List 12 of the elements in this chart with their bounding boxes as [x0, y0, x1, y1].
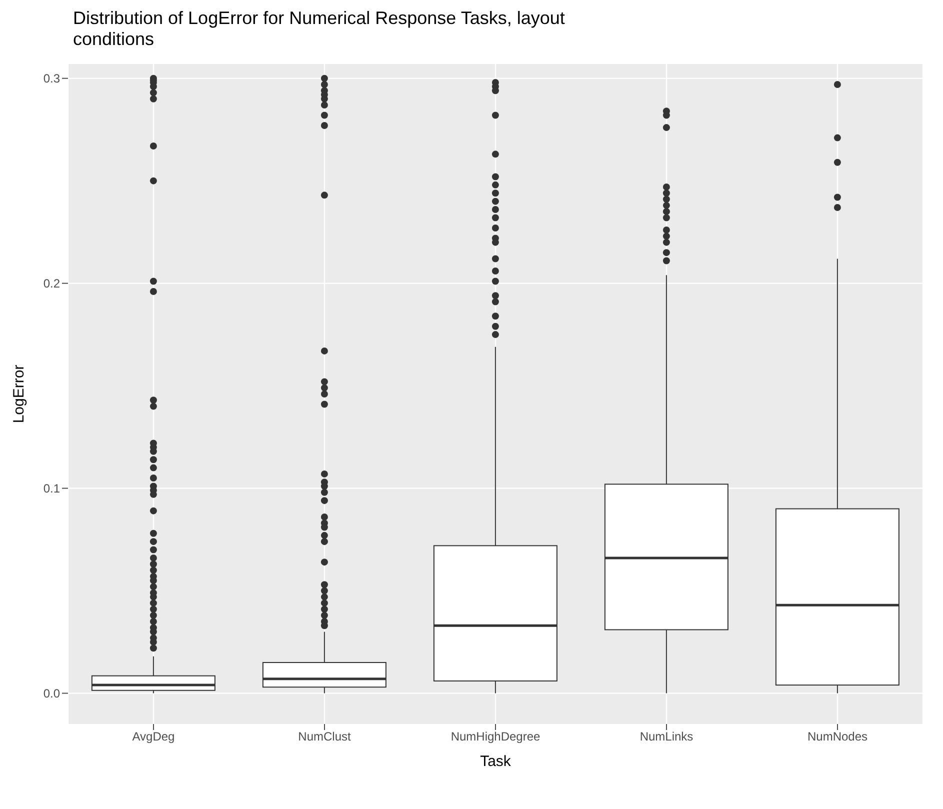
y-tick-label: 0.3: [43, 72, 60, 86]
x-tick-label: NumLinks: [640, 730, 694, 744]
x-tick-label: NumNodes: [807, 730, 868, 744]
x-tick-label: NumHighDegree: [450, 730, 541, 744]
y-axis-title: LogError: [10, 364, 28, 424]
y-tick-label: 0.2: [43, 276, 60, 291]
x-axis-title: Task: [480, 753, 512, 770]
y-tick-label: 0.0: [43, 686, 60, 701]
chart-title: Distribution of LogError for Numerical Response Tasks, layout conditions: [73, 8, 566, 50]
x-tick-label: AvgDeg: [132, 730, 175, 744]
x-tick-label: NumClust: [298, 730, 352, 744]
y-tick-label: 0.1: [43, 482, 60, 496]
